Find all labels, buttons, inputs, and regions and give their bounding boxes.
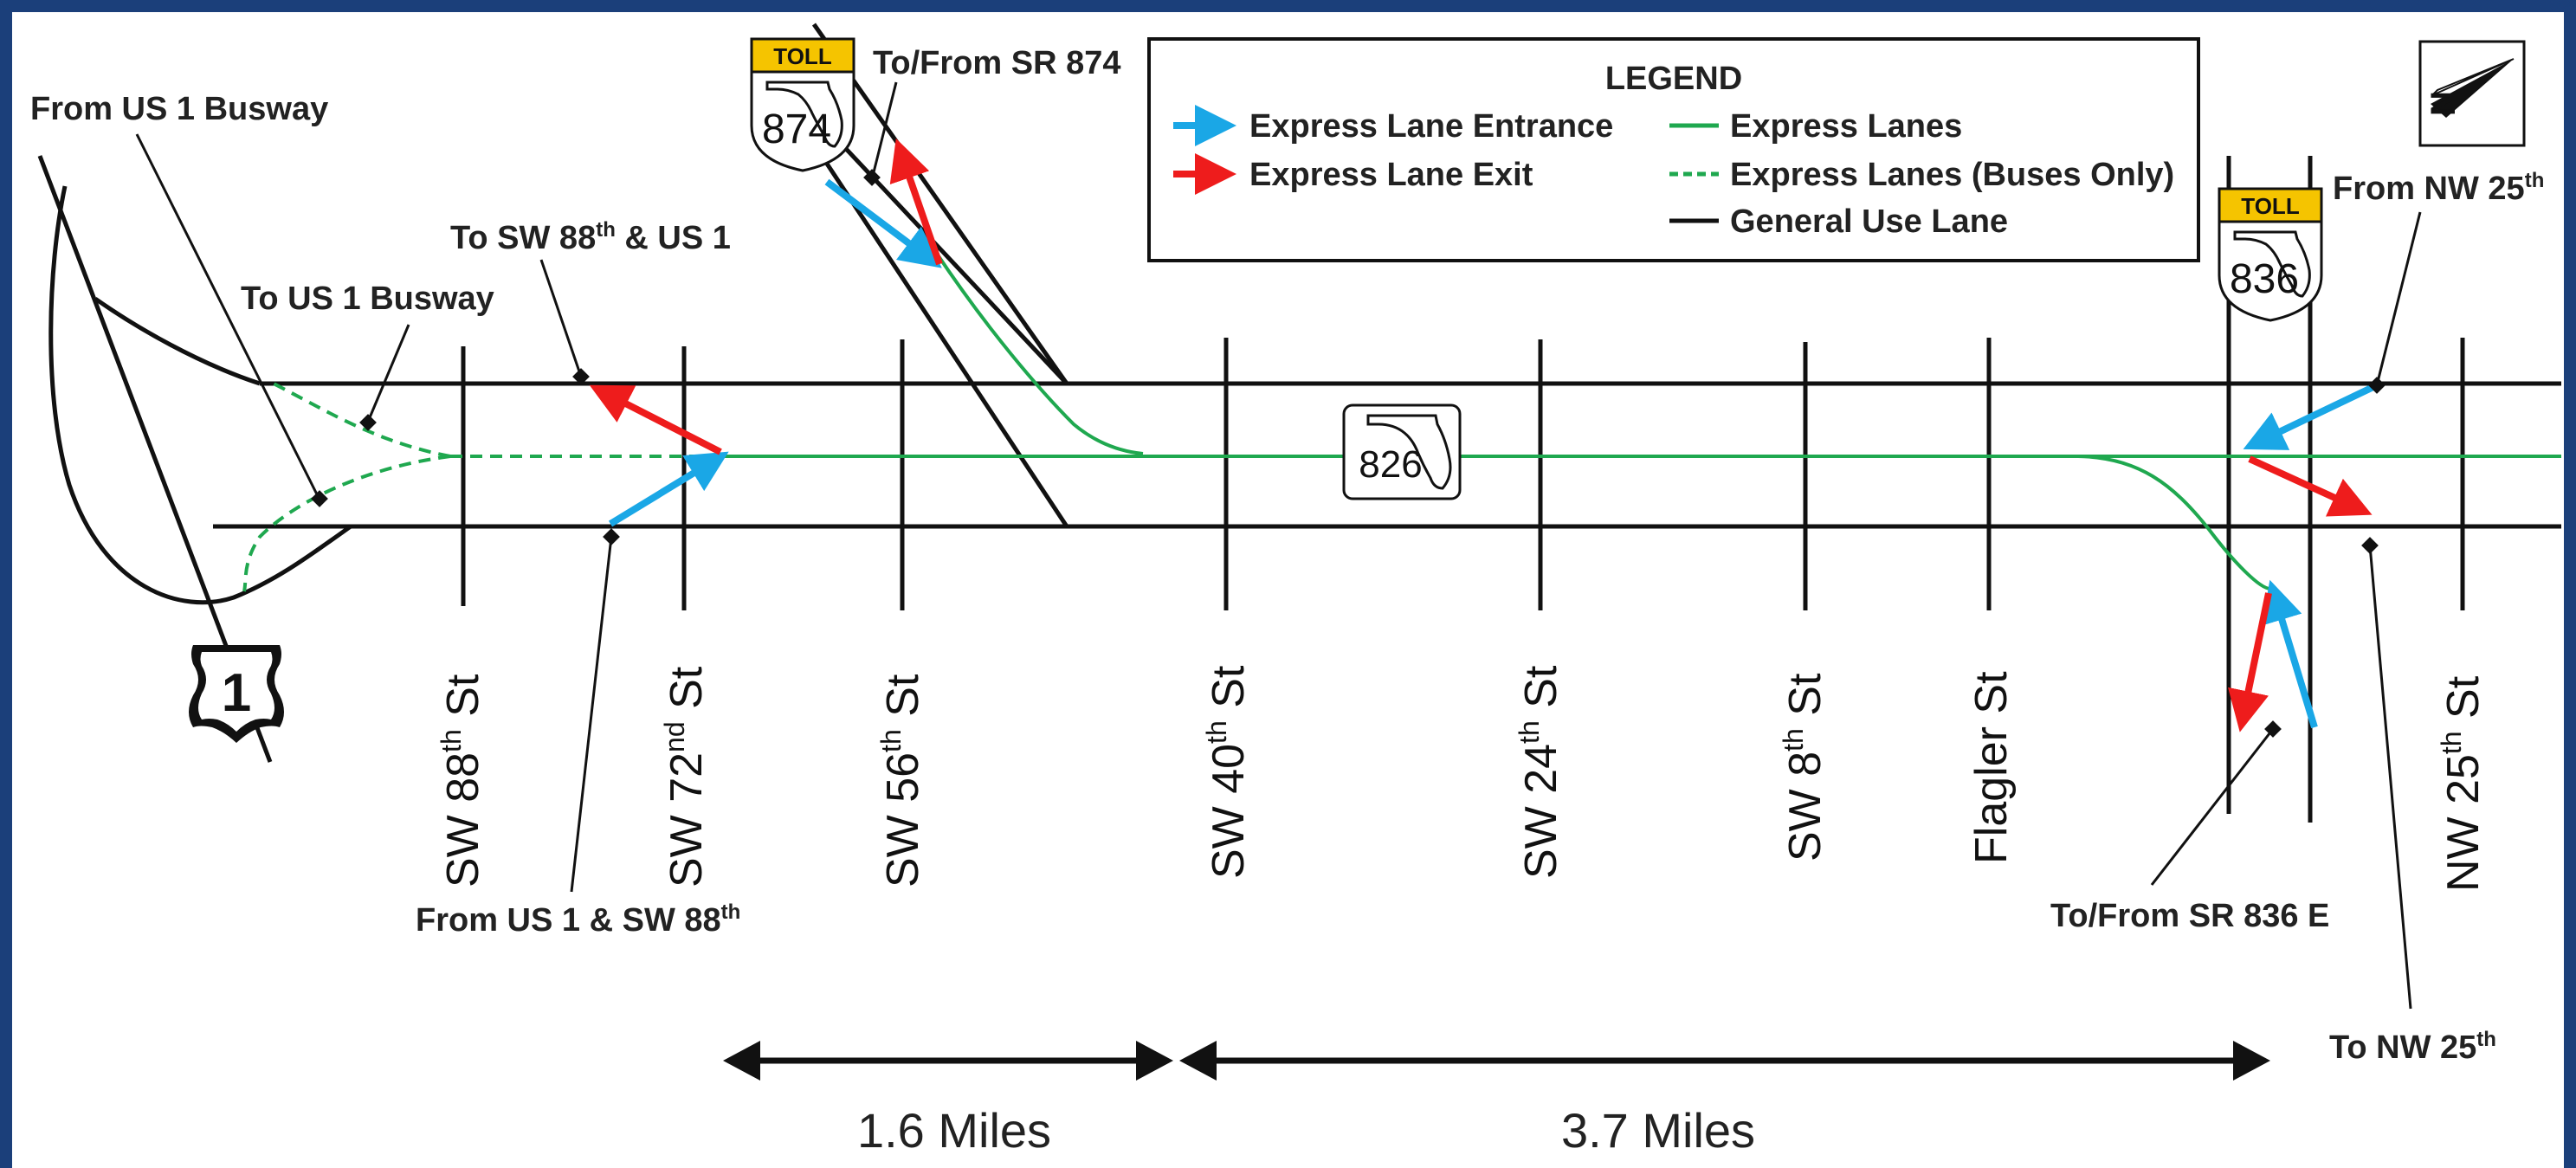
sr874-toll-shield: TOLL 874 <box>750 37 855 172</box>
street-label-flagler: Flagler St <box>1966 671 2017 864</box>
express-entrances <box>608 178 2379 729</box>
callout-from-nw25: From NW 25th <box>2333 169 2544 207</box>
us1-shield-number: 1 <box>222 663 251 723</box>
legend: LEGEND Express Lane Entrance Express Lan… <box>1147 37 2200 262</box>
us1-shield: 1 <box>189 645 284 743</box>
street-label-sw40: SW 40th St <box>1201 665 1254 879</box>
legend-item-express-lanes: Express Lanes <box>1730 108 1962 145</box>
street-label-sw24: SW 24th St <box>1514 665 1566 879</box>
street-label-sw72: SW 72nd St <box>659 666 712 887</box>
express-lanes <box>719 249 2561 590</box>
legend-item-exit: Express Lane Exit <box>1249 157 1533 193</box>
distance-label-a: 1.6 Miles <box>857 1103 1051 1158</box>
sr836-toll-label: TOLL <box>2241 193 2300 219</box>
callout-to-from-sr836e: To/From SR 836 E <box>2050 898 2329 934</box>
sr836-shield-number: 836 <box>2230 256 2299 302</box>
callout-to-us1-busway: To US 1 Busway <box>241 281 494 317</box>
callout-anchors <box>311 169 2386 738</box>
callout-from-us1-sw88: From US 1 & SW 88th <box>416 900 740 939</box>
street-label-sw8: SW 8th St <box>1778 673 1830 861</box>
callout-to-from-sr874: To/From SR 874 <box>873 45 1120 81</box>
street-label-sw56: SW 56th St <box>875 674 928 887</box>
street-label-nw25: NW 25th St <box>2436 675 2489 892</box>
distance-bars <box>723 1041 2270 1081</box>
florida-outline-icon <box>765 81 843 148</box>
florida-outline-icon <box>1366 414 1452 490</box>
sr874-shield-number: 874 <box>762 106 831 152</box>
legend-title: LEGEND <box>1605 61 1742 97</box>
sr836-toll-shield: TOLL 836 <box>2218 187 2323 322</box>
callout-leaders <box>135 81 2422 1010</box>
florida-outline-icon <box>2233 230 2311 298</box>
street-labels: SW 88th St SW 72nd St SW 56th St SW 40th… <box>436 665 2489 892</box>
north-arrow-icon: N <box>2418 40 2526 147</box>
callout-from-us1-busway: From US 1 Busway <box>30 91 328 127</box>
distance-label-b: 3.7 Miles <box>1561 1103 1755 1158</box>
legend-item-entrance: Express Lane Entrance <box>1249 108 1613 145</box>
legend-item-general-use: General Use Lane <box>1730 203 2008 240</box>
sr874-toll-label: TOLL <box>773 43 832 69</box>
svg-text:N: N <box>2424 91 2463 116</box>
sr826-shield-number: 826 <box>1359 443 1422 486</box>
legend-item-buses-only: Express Lanes (Buses Only) <box>1730 157 2174 193</box>
express-exits <box>589 138 2373 732</box>
express-lanes-buses-only <box>242 379 719 592</box>
callout-to-sw88-us1: To SW 88th & US 1 <box>450 218 731 256</box>
callout-to-nw25: To NW 25th <box>2329 1028 2496 1066</box>
street-label-sw88: SW 88th St <box>436 674 488 887</box>
sr826-shield: 826 <box>1342 403 1462 500</box>
